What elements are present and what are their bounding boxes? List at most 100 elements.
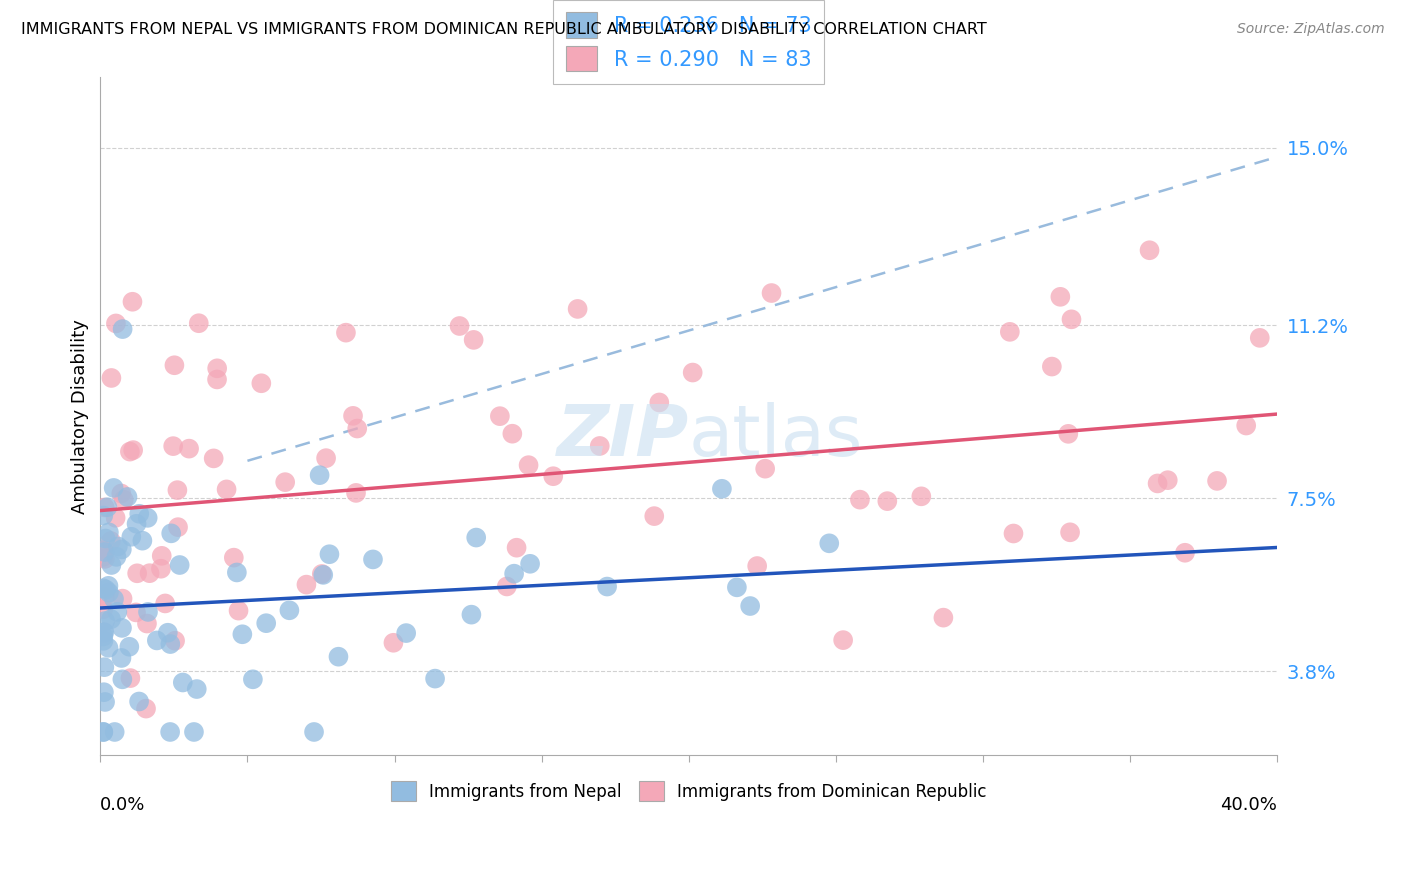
- Point: [1139, 244, 1161, 258]
- Point: [110, 486, 132, 500]
- Point: [156, 625, 179, 640]
- Point: [118, 444, 141, 458]
- Point: [202, 451, 225, 466]
- Point: [160, 526, 183, 541]
- Point: [465, 531, 488, 545]
- Point: [136, 605, 159, 619]
- Point: [100, 558, 122, 572]
- Point: [91, 543, 114, 558]
- Point: [153, 596, 176, 610]
- Point: [100, 612, 122, 626]
- Point: [1249, 331, 1271, 345]
- Point: [682, 366, 704, 380]
- Point: [111, 591, 134, 606]
- Point: [103, 591, 125, 606]
- Point: [91, 625, 114, 640]
- Point: [463, 333, 485, 347]
- Point: [361, 552, 384, 566]
- Point: [1002, 526, 1025, 541]
- Point: [163, 358, 186, 372]
- Text: IMMIGRANTS FROM NEPAL VS IMMIGRANTS FROM DOMINICAN REPUBLIC AMBULATORY DISABILIT: IMMIGRANTS FROM NEPAL VS IMMIGRANTS FROM…: [21, 22, 987, 37]
- Point: [344, 486, 367, 500]
- Point: [250, 376, 273, 391]
- Point: [110, 651, 132, 665]
- Point: [136, 511, 159, 525]
- Point: [754, 461, 776, 475]
- Point: [222, 550, 245, 565]
- Point: [172, 675, 194, 690]
- Point: [93, 660, 115, 674]
- Point: [97, 640, 120, 655]
- Point: [740, 599, 762, 613]
- Point: [1206, 474, 1229, 488]
- Point: [596, 580, 619, 594]
- Point: [120, 671, 142, 685]
- Point: [225, 566, 247, 580]
- Point: [186, 681, 208, 696]
- Point: [94, 552, 117, 566]
- Point: [1174, 546, 1197, 560]
- Point: [125, 516, 148, 531]
- Point: [94, 532, 117, 546]
- Point: [120, 530, 142, 544]
- Point: [318, 547, 340, 561]
- Point: [105, 549, 128, 564]
- Text: Source: ZipAtlas.com: Source: ZipAtlas.com: [1237, 22, 1385, 37]
- Point: [503, 566, 526, 581]
- Point: [231, 627, 253, 641]
- Point: [910, 489, 932, 503]
- Point: [91, 725, 114, 739]
- Point: [111, 673, 134, 687]
- Point: [91, 508, 114, 523]
- Point: [91, 602, 114, 616]
- Point: [125, 606, 148, 620]
- Point: [128, 507, 150, 521]
- Point: [91, 725, 114, 739]
- Point: [1157, 473, 1180, 487]
- Point: [162, 439, 184, 453]
- Point: [97, 525, 120, 540]
- Point: [136, 616, 159, 631]
- Point: [107, 540, 129, 554]
- Point: [1060, 312, 1083, 326]
- Point: [150, 549, 173, 563]
- Point: [146, 633, 169, 648]
- Point: [183, 725, 205, 739]
- Point: [998, 325, 1021, 339]
- Point: [167, 520, 190, 534]
- Point: [166, 483, 188, 497]
- Point: [93, 625, 115, 640]
- Point: [274, 475, 297, 490]
- Text: 40.0%: 40.0%: [1220, 796, 1277, 814]
- Point: [423, 672, 446, 686]
- Point: [302, 725, 325, 739]
- Point: [97, 585, 120, 599]
- Point: [648, 395, 671, 409]
- Point: [382, 636, 405, 650]
- Point: [643, 509, 665, 524]
- Point: [449, 318, 471, 333]
- Point: [541, 469, 564, 483]
- Point: [111, 621, 134, 635]
- Point: [328, 649, 350, 664]
- Point: [118, 640, 141, 654]
- Point: [342, 409, 364, 423]
- Point: [818, 536, 841, 550]
- Point: [567, 301, 589, 316]
- Point: [91, 549, 114, 564]
- Point: [100, 371, 122, 385]
- Point: [97, 579, 120, 593]
- Point: [93, 685, 115, 699]
- Text: atlas: atlas: [689, 402, 863, 471]
- Point: [205, 372, 228, 386]
- Point: [149, 562, 172, 576]
- Point: [1234, 418, 1257, 433]
- Point: [96, 500, 118, 515]
- Point: [278, 603, 301, 617]
- Point: [725, 580, 748, 594]
- Point: [165, 633, 187, 648]
- Point: [135, 701, 157, 715]
- Point: [169, 558, 191, 572]
- Point: [104, 725, 127, 739]
- Point: [589, 439, 612, 453]
